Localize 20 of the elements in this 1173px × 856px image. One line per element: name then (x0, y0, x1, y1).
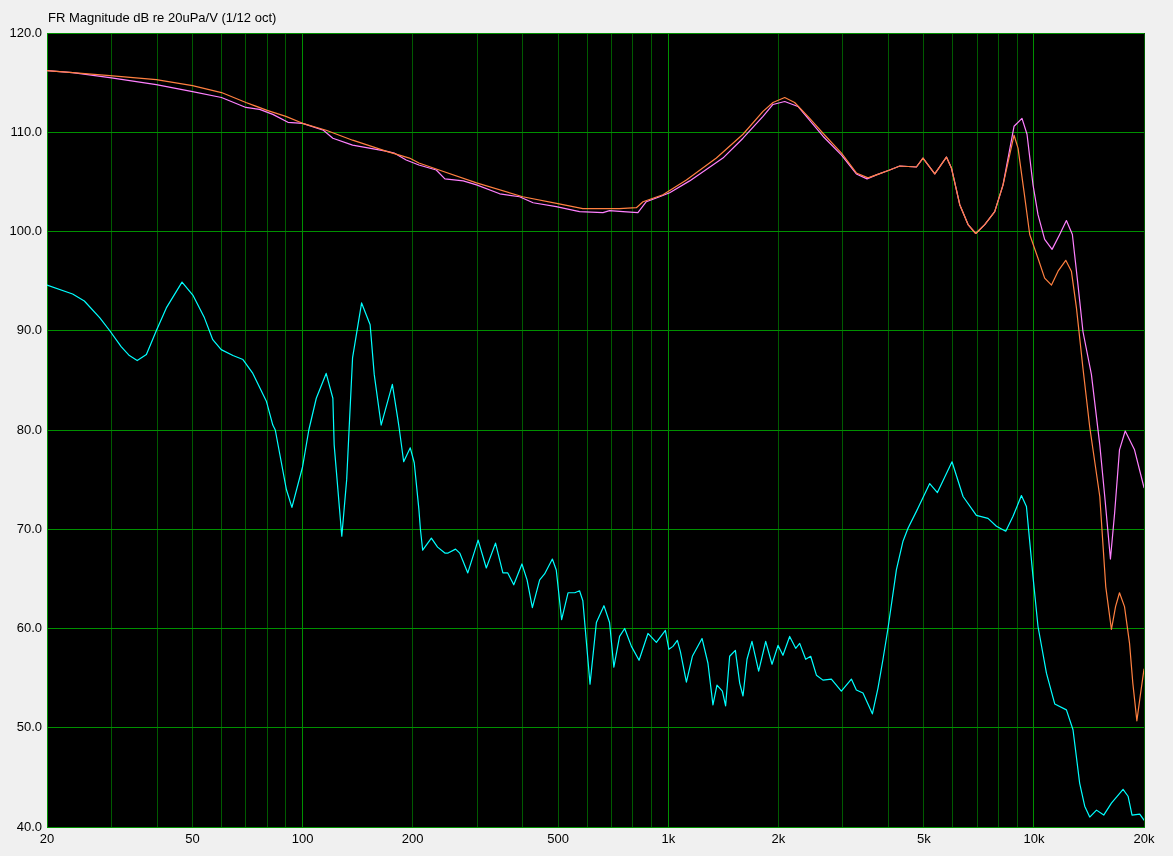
x-tick-label: 100 (291, 831, 314, 847)
y-tick-label: 100.0 (9, 223, 42, 239)
y-tick-label: 90.0 (16, 322, 42, 338)
x-tick-label: 20 (39, 831, 55, 847)
y-tick-label: 80.0 (16, 421, 42, 437)
x-tick-label: 10k (1023, 831, 1045, 847)
chart-title: FR Magnitude dB re 20uPa/V (1/12 oct) (48, 10, 277, 26)
y-tick-label: 70.0 (16, 520, 42, 536)
x-tick-label: 200 (401, 831, 424, 847)
x-tick-label: 50 (185, 831, 200, 847)
x-tick-label: 5k (916, 831, 932, 847)
y-tick-label: 110.0 (10, 123, 42, 139)
x-tick-label: 20k (1133, 831, 1155, 847)
x-tick-label: 2k (771, 831, 786, 847)
x-tick-label: 1k (661, 831, 676, 847)
y-tick-label: 40.0 (16, 818, 42, 834)
y-tick-label: 50.0 (16, 719, 42, 735)
y-tick-label: 60.0 (16, 620, 42, 636)
y-tick-label: 120.0 (9, 24, 42, 40)
x-tick-label: 500 (547, 831, 570, 847)
